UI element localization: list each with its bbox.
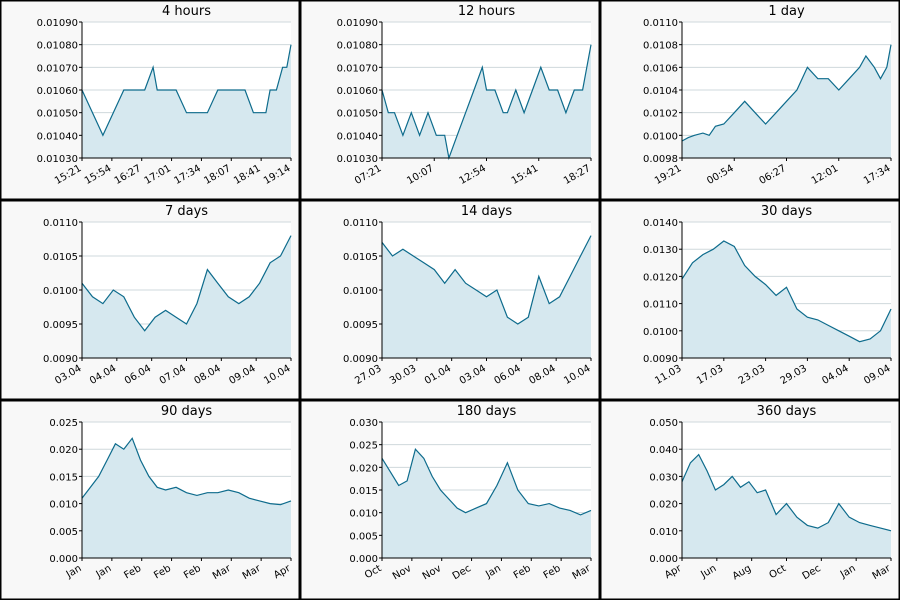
y-tick-label: 0.01060 bbox=[37, 86, 78, 97]
y-tick-label: 0.010 bbox=[49, 500, 78, 511]
series-line bbox=[381, 447, 592, 516]
series-line bbox=[381, 235, 592, 325]
y-tick-label: 0.010 bbox=[349, 509, 378, 520]
y-tick-label: 0.0104 bbox=[643, 86, 678, 97]
chart-panel: 360 days0.0000.0100.0200.0300.0400.050Ap… bbox=[599, 399, 900, 600]
series-area bbox=[682, 241, 891, 358]
chart-panel: 90 days0.0000.0050.0100.0150.0200.025Jan… bbox=[0, 399, 301, 600]
y-tick-label: 0.0102 bbox=[643, 109, 678, 120]
y-tick-label: 0.01060 bbox=[337, 86, 378, 97]
chart-panel: 7 days0.00900.00950.01000.01050.011003.0… bbox=[0, 199, 301, 401]
y-tick-label: 0.0140 bbox=[643, 218, 678, 229]
chart-panel: 1 day 0.0098 0.0100 0.0102 0.0104 0.0106 0.010… bbox=[599, 0, 900, 201]
series-line bbox=[681, 240, 892, 343]
y-tick-label: 0.0120 bbox=[643, 272, 678, 283]
y-tick-label: 0.0100 bbox=[43, 286, 78, 297]
y-tick-label: 0.000 bbox=[649, 554, 678, 565]
y-tick-label: 0.0090 bbox=[43, 354, 78, 365]
y-tick-label: 0.0108 bbox=[643, 41, 678, 52]
chart-panel: 14 days0.00900.00950.01000.01050.011027.… bbox=[299, 199, 601, 401]
y-tick-label: 0.01080 bbox=[37, 41, 78, 52]
y-tick-label: 0.030 bbox=[349, 418, 378, 429]
y-tick-label: 0.01030 bbox=[37, 154, 78, 165]
y-tick-label: 0.015 bbox=[349, 486, 378, 497]
chart-panel: 30 days 0.0090 0.0100 0.0110 0.0120 0.0130 0.0… bbox=[599, 199, 900, 401]
chart-title: 360 days bbox=[757, 404, 817, 419]
y-tick-label: 0.000 bbox=[49, 554, 78, 565]
y-tick-label: 0.01050 bbox=[37, 109, 78, 120]
y-tick-label: 0.005 bbox=[349, 531, 378, 542]
series-area bbox=[82, 438, 291, 558]
chart-title: 30 days bbox=[761, 204, 813, 219]
series-line bbox=[381, 44, 592, 161]
y-tick-label: 0.015 bbox=[49, 472, 78, 483]
y-tick-label: 0.0110 bbox=[643, 18, 678, 29]
y-tick-label: 0.0095 bbox=[43, 320, 78, 331]
y-tick-label: 0.0100 bbox=[643, 327, 678, 338]
y-tick-label: 0.020 bbox=[49, 445, 78, 456]
y-tick-label: 0.050 bbox=[649, 418, 678, 429]
y-tick-label: 0.0100 bbox=[643, 131, 678, 142]
y-tick-label: 0.000 bbox=[349, 554, 378, 565]
chart-title: 7 days bbox=[165, 204, 208, 219]
y-tick-label: 0.0105 bbox=[343, 252, 378, 263]
y-tick-label: 0.01080 bbox=[337, 41, 378, 52]
y-tick-label: 0.0098 bbox=[643, 154, 678, 165]
series-line bbox=[81, 235, 292, 332]
y-tick-label: 0.0090 bbox=[643, 354, 678, 365]
series-area bbox=[82, 235, 291, 358]
y-tick-label: 0.01050 bbox=[337, 109, 378, 120]
series-line bbox=[81, 437, 292, 506]
y-tick-label: 0.0090 bbox=[343, 354, 378, 365]
y-tick-label: 0.0110 bbox=[343, 218, 378, 229]
y-tick-label: 0.020 bbox=[349, 463, 378, 474]
y-tick-label: 0.025 bbox=[49, 418, 78, 429]
series-area bbox=[682, 454, 891, 558]
series-area bbox=[82, 44, 291, 159]
y-tick-label: 0.01040 bbox=[37, 131, 78, 142]
y-tick-label: 0.0106 bbox=[643, 63, 678, 74]
y-tick-label: 0.040 bbox=[649, 445, 678, 456]
y-tick-label: 0.020 bbox=[649, 500, 678, 511]
y-tick-label: 0.005 bbox=[49, 527, 78, 538]
series-line bbox=[681, 453, 892, 532]
y-tick-label: 0.0110 bbox=[643, 300, 678, 311]
series-line bbox=[681, 44, 892, 142]
chart-title: 90 days bbox=[161, 404, 213, 419]
chart-title: 14 days bbox=[461, 204, 513, 219]
y-tick-label: 0.0095 bbox=[343, 320, 378, 331]
y-tick-label: 0.025 bbox=[349, 441, 378, 452]
series-line bbox=[81, 44, 292, 137]
y-tick-label: 0.010 bbox=[649, 527, 678, 538]
chart-panel: 180 days 0.000 0.005 0.010 0.015 0.020 0.025 0.… bbox=[299, 399, 601, 600]
chart-panel: 12 hours 0.01030 0.01040 0.01050 0.01060 0.01… bbox=[299, 0, 601, 201]
y-tick-label: 0.01030 bbox=[337, 154, 378, 165]
y-tick-label: 0.030 bbox=[649, 472, 678, 483]
y-tick-label: 0.0100 bbox=[343, 286, 378, 297]
y-tick-label: 0.01070 bbox=[337, 63, 378, 74]
y-tick-label: 0.01090 bbox=[337, 18, 378, 29]
chart-title: 180 days bbox=[457, 404, 517, 419]
y-tick-label: 0.0110 bbox=[43, 218, 78, 229]
y-tick-label: 0.0105 bbox=[43, 252, 78, 263]
y-tick-label: 0.01040 bbox=[337, 131, 378, 142]
chart-title: 4 hours bbox=[162, 4, 211, 19]
y-tick-label: 0.01090 bbox=[37, 18, 78, 29]
chart-title: 1 day bbox=[768, 4, 805, 19]
y-tick-label: 0.0130 bbox=[643, 245, 678, 256]
chart-title: 12 hours bbox=[458, 4, 515, 19]
y-tick-label: 0.01070 bbox=[37, 63, 78, 74]
chart-panel: 4 hours 0.01030 0.01040 0.01050 0.01060 0.010… bbox=[0, 0, 301, 201]
